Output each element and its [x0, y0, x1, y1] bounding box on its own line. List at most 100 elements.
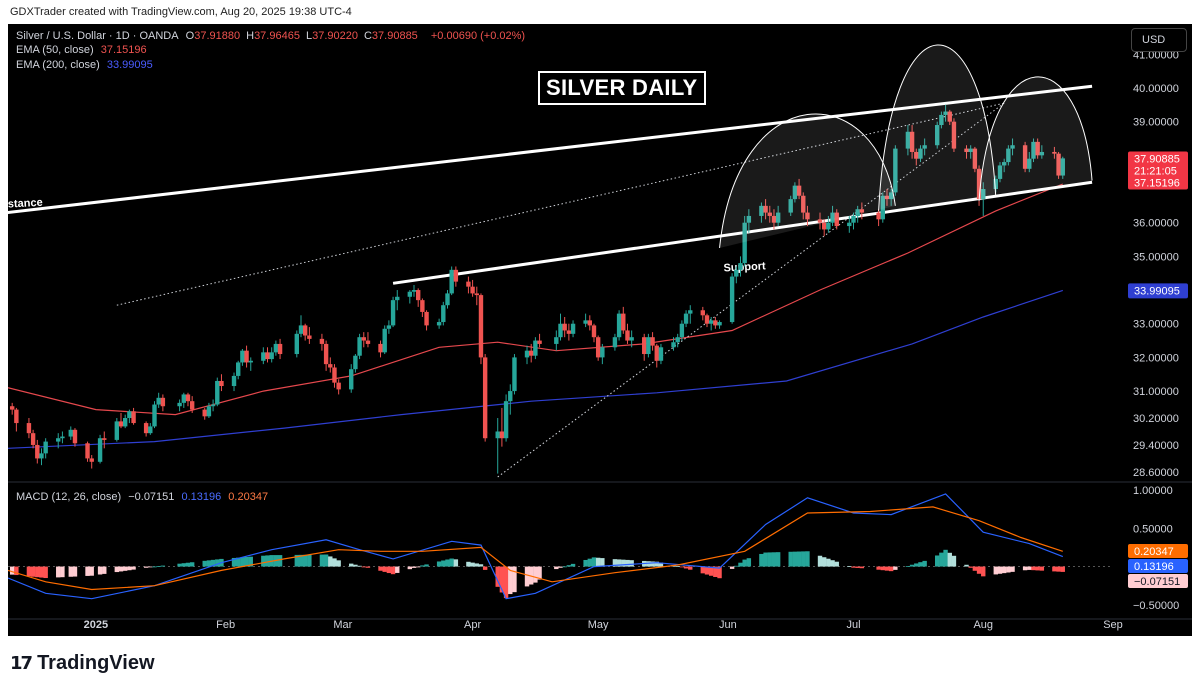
candle-body — [821, 222, 827, 230]
macd-line — [8, 493, 1064, 600]
candle — [365, 332, 371, 348]
candle — [189, 396, 195, 413]
ema50-value: 37.15196 — [100, 44, 147, 56]
candle-body — [210, 404, 216, 407]
signal-tag-text: 0.20347 — [1134, 546, 1174, 558]
candle-body — [658, 347, 664, 361]
candle — [642, 333, 647, 361]
price-axis-label: 39.00000 — [1133, 117, 1179, 129]
hist-tag-bg — [1128, 573, 1188, 588]
candle — [595, 335, 601, 361]
candle — [688, 305, 693, 324]
macd-hist-bar — [700, 566, 706, 574]
ohlc-value-o: 37.91880 — [194, 30, 241, 42]
macd-hist-bar — [248, 556, 253, 567]
macd-hist-bar — [654, 561, 659, 567]
ema200-label: EMA (200, close) — [16, 59, 100, 71]
macd-hist-bar — [378, 566, 383, 571]
candle — [56, 433, 61, 449]
candle — [738, 256, 743, 277]
macd-hist-bar — [277, 555, 283, 567]
macd-hist-bar — [26, 566, 32, 577]
candle — [508, 384, 513, 415]
candle-body — [713, 320, 718, 326]
candle-body — [855, 209, 860, 216]
candle — [943, 104, 948, 122]
ohlc-key-c: C — [363, 30, 372, 42]
macd-hist-bar — [968, 566, 973, 568]
macd-hist-bar — [935, 555, 940, 567]
macd-hist-bar — [612, 559, 618, 567]
macd-hist-bar — [131, 566, 136, 570]
candle — [909, 125, 915, 159]
candle — [914, 148, 919, 166]
macd-line-value: 0.13196 — [181, 491, 222, 503]
macd-hist-bar — [231, 557, 237, 567]
candle-body — [943, 111, 948, 115]
price-axis-label: 41.00000 — [1133, 49, 1179, 61]
macd-hist-bar — [424, 564, 429, 567]
macd-hist-bar — [537, 566, 542, 580]
candle — [378, 340, 383, 358]
macd-hist-bar — [650, 561, 655, 567]
candle — [658, 343, 664, 365]
candle — [332, 364, 337, 388]
candle-body — [240, 350, 245, 363]
macd-hist-bar — [453, 559, 459, 567]
candle — [244, 345, 249, 368]
candle-body — [650, 337, 655, 346]
candle — [1031, 138, 1036, 163]
candle-body — [621, 313, 626, 331]
trendline-label-support: Support — [723, 260, 766, 274]
currency-button[interactable]: USD — [1131, 28, 1187, 52]
macd-hist-bar — [14, 566, 19, 576]
candle-body — [888, 192, 894, 200]
macd-hist-bar — [583, 559, 588, 567]
candle — [445, 290, 450, 309]
candle-body — [269, 352, 274, 360]
candle-body — [566, 330, 572, 334]
candle-body — [441, 305, 446, 323]
symbol-legend: Silver / U.S. Dollar · 1D · OANDA O37.91… — [16, 30, 529, 42]
macd-hist-bar — [470, 562, 475, 567]
tradingview-logo[interactable]: 17 TradingView — [10, 652, 155, 675]
macd-hist-bar — [160, 565, 166, 567]
candle-body — [328, 364, 333, 368]
macd-hist-bar — [884, 566, 890, 571]
candle-body — [436, 322, 442, 326]
price-axis-label: 31.00000 — [1133, 386, 1179, 398]
ohlc-value-h: 37.96465 — [254, 30, 300, 42]
candle-body — [499, 431, 505, 439]
candle-body — [893, 148, 898, 193]
candle — [453, 266, 459, 287]
candle — [629, 330, 634, 348]
candle-body — [880, 195, 885, 220]
macd-hist-bar — [859, 566, 865, 569]
candle — [905, 125, 911, 156]
candle-body — [302, 325, 308, 336]
candle-body — [796, 185, 802, 196]
candle — [1052, 146, 1057, 159]
candle — [269, 347, 274, 363]
candle — [420, 298, 425, 317]
candle-body — [277, 343, 283, 355]
candle — [708, 316, 714, 331]
candle — [14, 407, 19, 432]
candle-body — [1006, 148, 1011, 163]
price-axis-label: 29.40000 — [1133, 440, 1179, 452]
candle-body — [918, 148, 923, 159]
macd-hist-bar — [365, 566, 371, 568]
candle-body — [767, 212, 772, 216]
macd-hist-bar — [616, 559, 622, 567]
candle-body — [738, 263, 743, 270]
signal-tag-bg — [1128, 543, 1188, 558]
macd-hist-bar — [102, 566, 107, 574]
candle-body — [68, 429, 73, 437]
candle-body — [654, 345, 659, 361]
candle — [30, 429, 36, 449]
macd-hist-bar — [122, 566, 128, 571]
candle-body — [72, 429, 78, 444]
candle — [240, 348, 245, 366]
